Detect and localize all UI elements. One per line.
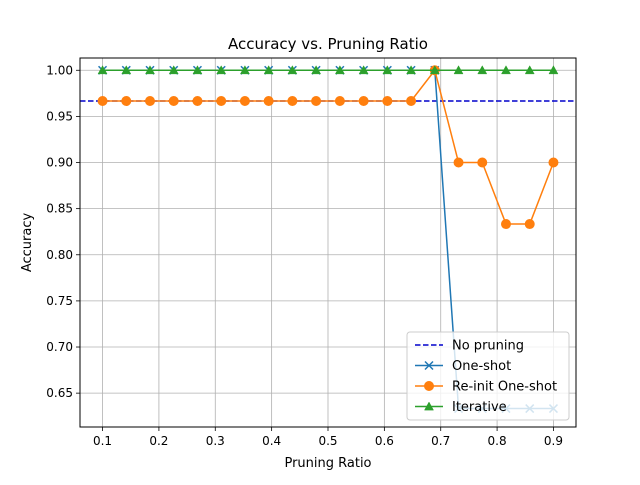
x-tick-label: 0.1	[93, 434, 112, 448]
legend-label: One-shot	[452, 359, 511, 374]
data-point	[145, 95, 156, 106]
data-point	[524, 219, 535, 230]
series-re-init-one-shot	[97, 65, 559, 230]
y-tick-label: 0.85	[46, 202, 73, 216]
data-point	[192, 95, 203, 106]
data-point	[239, 65, 250, 75]
legend-entry-no-pruning: No pruning	[415, 339, 524, 354]
data-point	[382, 65, 393, 75]
data-point	[334, 95, 345, 106]
data-point	[239, 95, 250, 106]
data-point	[358, 95, 369, 106]
data-point	[263, 65, 274, 75]
x-tick-label: 0.5	[318, 434, 337, 448]
chart-title: Accuracy vs. Pruning Ratio	[228, 35, 428, 53]
data-point	[477, 157, 488, 168]
y-tick-label: 0.80	[46, 248, 73, 262]
x-tick-label: 0.2	[149, 434, 168, 448]
legend-marker	[424, 401, 434, 411]
legend-marker	[424, 381, 434, 391]
y-tick-label: 0.90	[46, 156, 73, 170]
data-point	[263, 95, 274, 106]
x-tick-label: 0.9	[544, 434, 563, 448]
x-tick-label: 0.3	[206, 434, 225, 448]
data-point	[406, 65, 417, 75]
y-axis-ticks: 0.65 0.70 0.75 0.80 0.85 0.90 0.95 1.00	[46, 63, 80, 400]
data-point	[311, 65, 322, 75]
data-point	[145, 65, 155, 75]
y-tick-label: 0.65	[46, 386, 73, 400]
data-point	[168, 95, 179, 106]
legend-entry-re-init-one-shot: Re-init One-shot	[415, 380, 557, 395]
legend-label: Re-init One-shot	[452, 380, 557, 395]
x-tick-label: 0.7	[431, 434, 450, 448]
y-tick-label: 0.75	[46, 294, 73, 308]
data-point	[406, 95, 417, 106]
data-point	[477, 65, 488, 75]
legend-marker	[424, 360, 434, 371]
data-point	[121, 65, 132, 75]
data-point	[429, 65, 440, 75]
legend-entry-one-shot: One-shot	[415, 359, 511, 374]
legend-entry-iterative: Iterative	[415, 400, 507, 415]
data-point	[548, 157, 559, 168]
data-point	[287, 65, 298, 75]
legend-label: No pruning	[452, 339, 524, 354]
x-tick-label: 0.8	[488, 434, 507, 448]
data-point	[453, 65, 464, 75]
series-iterative	[97, 65, 559, 75]
data-point	[453, 157, 464, 168]
data-point	[216, 95, 227, 106]
data-point	[501, 65, 511, 75]
x-tick-label: 0.6	[375, 434, 394, 448]
data-point	[358, 65, 369, 75]
x-axis-label: Pruning Ratio	[284, 456, 371, 471]
data-point	[97, 65, 108, 75]
y-axis-label: Accuracy	[20, 213, 35, 273]
legend: No pruning One-shot Re-init One-shot Iterat…	[406, 331, 570, 421]
data-point	[168, 65, 179, 75]
data-point	[311, 95, 322, 106]
y-tick-label: 1.00	[46, 63, 73, 77]
y-tick-label: 0.95	[46, 109, 73, 123]
data-point	[334, 65, 345, 75]
y-tick-label: 0.70	[46, 340, 73, 354]
data-point	[121, 95, 132, 106]
data-point	[97, 95, 108, 106]
data-point	[524, 65, 535, 75]
legend-box	[406, 331, 570, 421]
data-point	[216, 65, 227, 75]
data-point	[287, 95, 298, 106]
data-point	[500, 219, 511, 230]
data-point	[548, 65, 559, 75]
data-point	[382, 95, 393, 106]
legend-label: Iterative	[452, 400, 507, 415]
data-point	[192, 65, 203, 75]
x-tick-label: 0.4	[262, 434, 281, 448]
x-axis-ticks: 0.1 0.2 0.3 0.4 0.5 0.6 0.7 0.8 0.9	[93, 427, 563, 448]
